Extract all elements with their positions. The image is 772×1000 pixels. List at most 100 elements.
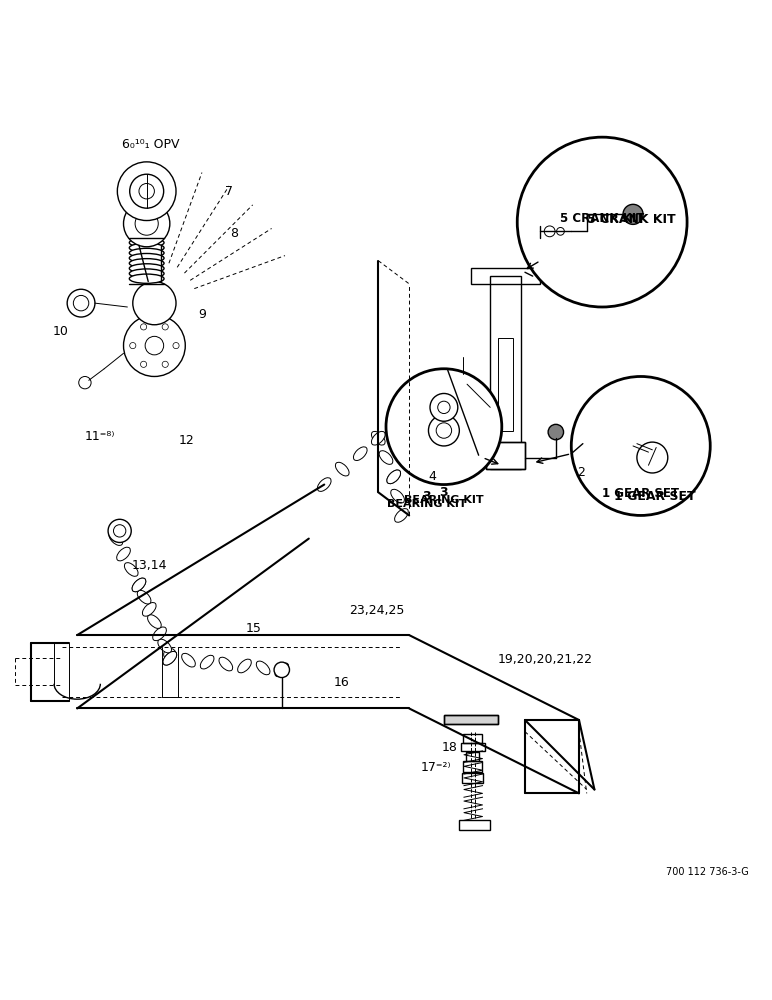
Ellipse shape: [129, 269, 164, 278]
Bar: [463, 761, 482, 772]
Ellipse shape: [371, 431, 385, 445]
Text: 5 CRANK KIT: 5 CRANK KIT: [587, 213, 676, 226]
Circle shape: [436, 423, 452, 438]
Bar: [486, 442, 525, 469]
Circle shape: [428, 415, 459, 446]
Text: 3: 3: [422, 490, 432, 503]
Ellipse shape: [129, 264, 164, 273]
Text: 4: 4: [428, 470, 436, 483]
Bar: [490, 276, 521, 469]
Circle shape: [135, 212, 158, 235]
Text: 18: 18: [442, 741, 458, 754]
Circle shape: [164, 648, 176, 661]
Text: 19,20,20,21,22: 19,20,20,21,22: [498, 653, 593, 666]
Circle shape: [623, 204, 643, 224]
Text: 10: 10: [52, 325, 69, 338]
Ellipse shape: [147, 615, 161, 628]
Ellipse shape: [163, 651, 177, 665]
Text: 23,24,25: 23,24,25: [349, 604, 405, 617]
Ellipse shape: [129, 253, 164, 263]
Ellipse shape: [129, 259, 164, 268]
Text: 17⁼²⁾: 17⁼²⁾: [421, 761, 452, 774]
Text: 2: 2: [577, 466, 585, 479]
Circle shape: [113, 525, 126, 537]
Text: 1 GEAR SET: 1 GEAR SET: [614, 490, 696, 503]
Text: 16: 16: [334, 676, 349, 689]
Circle shape: [117, 162, 176, 221]
Bar: [444, 715, 498, 724]
Bar: [461, 743, 485, 751]
Ellipse shape: [129, 243, 164, 252]
Circle shape: [637, 442, 668, 473]
Circle shape: [544, 226, 555, 237]
Ellipse shape: [117, 547, 130, 561]
Text: 15: 15: [245, 622, 262, 635]
Bar: [486, 442, 525, 469]
Bar: [498, 338, 513, 431]
Ellipse shape: [132, 578, 146, 592]
Ellipse shape: [163, 651, 177, 665]
Circle shape: [133, 282, 176, 325]
Ellipse shape: [394, 509, 408, 522]
Circle shape: [173, 343, 179, 349]
Ellipse shape: [256, 661, 270, 675]
Bar: [459, 820, 490, 830]
Bar: [463, 734, 482, 743]
Ellipse shape: [200, 655, 214, 669]
Circle shape: [430, 393, 458, 421]
Circle shape: [162, 324, 168, 330]
Ellipse shape: [317, 478, 331, 491]
Text: 7: 7: [225, 185, 233, 198]
Text: 12: 12: [179, 434, 195, 447]
Ellipse shape: [153, 627, 167, 641]
Text: 11⁼⁸⁾: 11⁼⁸⁾: [85, 430, 115, 443]
Circle shape: [73, 295, 89, 311]
Circle shape: [124, 200, 170, 247]
Circle shape: [79, 376, 91, 389]
Text: 9: 9: [198, 308, 206, 321]
Circle shape: [438, 401, 450, 414]
Circle shape: [130, 174, 164, 208]
Ellipse shape: [387, 470, 401, 484]
Text: 8: 8: [230, 227, 238, 240]
Circle shape: [145, 336, 164, 355]
Circle shape: [557, 227, 564, 235]
Circle shape: [274, 662, 290, 678]
Bar: [466, 752, 479, 761]
Circle shape: [517, 137, 687, 307]
Ellipse shape: [379, 451, 393, 464]
Ellipse shape: [124, 563, 138, 576]
Circle shape: [457, 374, 469, 387]
Circle shape: [571, 376, 710, 515]
Ellipse shape: [132, 578, 146, 592]
Text: 3: 3: [439, 486, 449, 499]
Circle shape: [67, 289, 95, 317]
Text: BEARING KIT: BEARING KIT: [387, 499, 467, 509]
Ellipse shape: [275, 663, 289, 677]
Ellipse shape: [137, 590, 151, 604]
Ellipse shape: [354, 447, 367, 461]
Ellipse shape: [129, 274, 164, 283]
Text: 1 GEAR SET: 1 GEAR SET: [602, 487, 679, 500]
Ellipse shape: [129, 238, 164, 247]
Circle shape: [386, 369, 502, 485]
Ellipse shape: [335, 462, 349, 476]
Ellipse shape: [109, 532, 123, 545]
Ellipse shape: [142, 603, 156, 616]
Text: 6₀¹⁰₁ OPV: 6₀¹⁰₁ OPV: [122, 138, 179, 151]
Text: 5 CRANK KIT: 5 CRANK KIT: [560, 212, 645, 225]
Ellipse shape: [219, 657, 232, 671]
Bar: [462, 773, 483, 783]
Text: BEARING KIT: BEARING KIT: [404, 495, 484, 505]
Circle shape: [548, 424, 564, 440]
Ellipse shape: [371, 431, 385, 445]
Bar: [444, 715, 498, 724]
Text: 700 112 736-3-G: 700 112 736-3-G: [666, 867, 749, 877]
Ellipse shape: [391, 489, 405, 503]
Ellipse shape: [157, 639, 171, 653]
Circle shape: [130, 343, 136, 349]
Ellipse shape: [181, 653, 195, 667]
Circle shape: [124, 315, 185, 376]
Circle shape: [139, 183, 154, 199]
Circle shape: [108, 519, 131, 542]
